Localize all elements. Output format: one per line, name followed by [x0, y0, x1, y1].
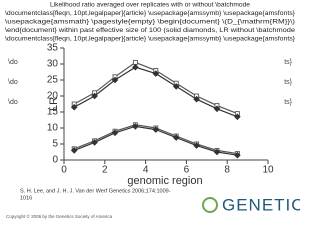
- point: [70, 103, 78, 111]
- point: [132, 63, 139, 71]
- side-fragment: ts}: [284, 99, 292, 106]
- y-tick-label: 30: [47, 59, 59, 70]
- logo-text: GENETICS: [222, 195, 300, 214]
- point: [111, 76, 119, 84]
- x-tick-label: 4: [143, 165, 149, 176]
- x-tick-label: 10: [262, 165, 274, 176]
- y-tick-label: 20: [47, 91, 59, 102]
- title-line: \documentclass[fleqn, 10pt,legalpaper]{a…: [5, 10, 295, 17]
- y-tick-label: 25: [47, 75, 59, 86]
- x-axis-label: genomic region: [127, 175, 202, 187]
- point: [193, 95, 200, 103]
- point: [234, 113, 241, 121]
- side-fragment: \do: [8, 59, 18, 66]
- point: [91, 92, 98, 100]
- point: [152, 126, 160, 133]
- x-tick-label: 2: [102, 165, 108, 176]
- point: [91, 139, 98, 146]
- logo-icon: [202, 197, 218, 213]
- title-line: Likelihood ratio averaged over replicate…: [50, 2, 251, 9]
- title-line: \end{document} within past effective siz…: [5, 27, 296, 34]
- y-tick-label: 10: [47, 123, 59, 134]
- title-line: \usepackage{amsmath} \pagestyle{empty} \…: [5, 19, 295, 26]
- point: [234, 151, 241, 159]
- point: [172, 83, 180, 90]
- point: [132, 59, 138, 65]
- citation: 1016: [20, 195, 32, 201]
- side-fragment: \do: [8, 79, 18, 86]
- point: [111, 129, 119, 137]
- point: [132, 123, 139, 130]
- title-block: Likelihood ratio averaged over replicate…: [5, 2, 296, 43]
- slide: Likelihood ratio averaged over replicate…: [0, 0, 300, 225]
- y-axis-label: LR: [48, 97, 60, 111]
- point: [172, 134, 180, 141]
- y-tick-label: 0: [52, 155, 58, 166]
- citation: S. H. Lee, and J. H. J. Van der Werf Gen…: [20, 188, 171, 194]
- y-tick-label: 5: [52, 139, 58, 150]
- side-fragment: ts}: [284, 79, 292, 86]
- y-tick-label: 35: [47, 43, 59, 54]
- x-tick-label: 6: [184, 165, 190, 176]
- copyright: Copyright © 2006 by the Genetics Society…: [6, 213, 113, 219]
- x-tick-label: 8: [224, 165, 230, 176]
- point: [70, 147, 78, 154]
- point: [152, 70, 160, 77]
- logo: GENETICS: [202, 195, 300, 214]
- point: [213, 105, 221, 113]
- point: [193, 142, 200, 149]
- background: [0, 0, 300, 225]
- x-tick-label: 0: [61, 165, 67, 176]
- side-fragment: \do: [8, 99, 18, 106]
- title-line: \documentclass[fleqn, 10pt,legalpaper]{a…: [5, 36, 295, 43]
- y-tick-label: 15: [47, 107, 59, 118]
- point: [213, 148, 221, 156]
- side-fragment: ts}: [284, 59, 292, 66]
